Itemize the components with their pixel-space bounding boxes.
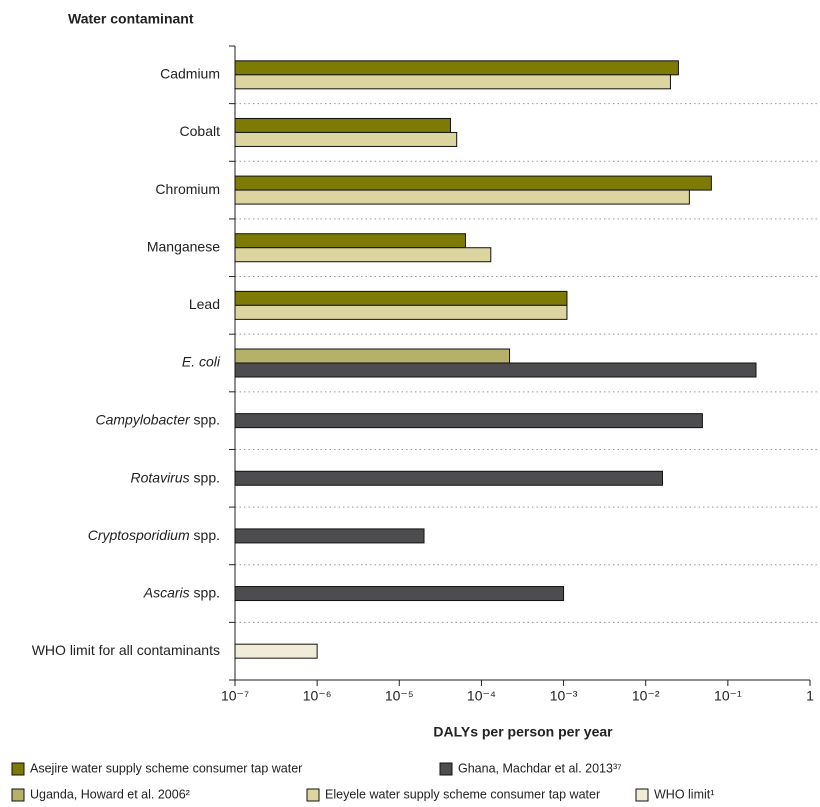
bar [234, 290, 568, 306]
category-label: Ascaris spp. [143, 584, 220, 600]
bar [234, 74, 671, 90]
bar [234, 247, 492, 263]
x-tick-label: 10⁻² [632, 688, 660, 704]
bar [234, 60, 679, 76]
legend-label: Eleyele water supply scheme consumer tap… [325, 787, 600, 801]
y-axis-title: Water contaminant [68, 11, 194, 27]
legend-swatch [439, 762, 453, 776]
legend-swatch [11, 762, 25, 776]
category-label: Manganese [147, 238, 220, 254]
x-tick-label: 10⁻¹ [714, 688, 742, 704]
category-label: Cadmium [160, 66, 220, 82]
legend-swatch [635, 788, 649, 802]
category-label: Cryptosporidium spp. [88, 527, 220, 543]
x-axis-title: DALYs per person per year [433, 724, 613, 740]
category-label: Chromium [155, 181, 220, 197]
category-label-italic: Campylobacter [95, 411, 190, 427]
category-label-rest: spp. [190, 527, 220, 543]
category-label-rest: spp. [190, 411, 220, 427]
category-label-rest: spp. [190, 584, 220, 600]
bar [234, 304, 568, 320]
bar [234, 233, 467, 249]
x-tick-label: 1 [806, 688, 814, 704]
bar [234, 189, 690, 205]
bar [234, 413, 703, 429]
category-label: Rotavirus spp. [131, 469, 221, 485]
legend-label: Ghana, Machdar et al. 2013³⁷ [458, 761, 622, 775]
category-label: Campylobacter spp. [95, 411, 220, 427]
x-tick-label: 10⁻³ [550, 688, 578, 704]
category-label-italic: Ascaris [143, 584, 190, 600]
x-tick-label: 10⁻⁴ [467, 688, 496, 704]
legend-label: Asejire water supply scheme consumer tap… [30, 761, 302, 775]
x-tick-label: 10⁻⁷ [221, 688, 249, 704]
category-label: WHO limit for all contaminants [32, 642, 220, 658]
category-label-rest: spp. [190, 469, 220, 485]
legend-label: Uganda, Howard et al. 2006² [30, 787, 190, 801]
bar [234, 586, 565, 602]
x-tick-label: 10⁻⁶ [303, 688, 332, 704]
category-label-italic: Cryptosporidium [88, 527, 190, 543]
category-label-italic: Rotavirus [131, 469, 190, 485]
bar [234, 470, 663, 486]
bar [234, 175, 712, 191]
category-label: E. coli [182, 354, 221, 370]
category-label: Lead [189, 296, 220, 312]
bar [234, 348, 511, 364]
bar [234, 117, 451, 133]
legend-label: WHO limit¹ [654, 787, 714, 801]
bar [234, 643, 318, 659]
bar [234, 528, 425, 544]
bar [234, 131, 458, 147]
legend-swatch [11, 788, 25, 802]
category-label: Cobalt [180, 123, 221, 139]
legend-swatch [306, 788, 320, 802]
bar [234, 362, 757, 378]
x-tick-label: 10⁻⁵ [385, 688, 414, 704]
